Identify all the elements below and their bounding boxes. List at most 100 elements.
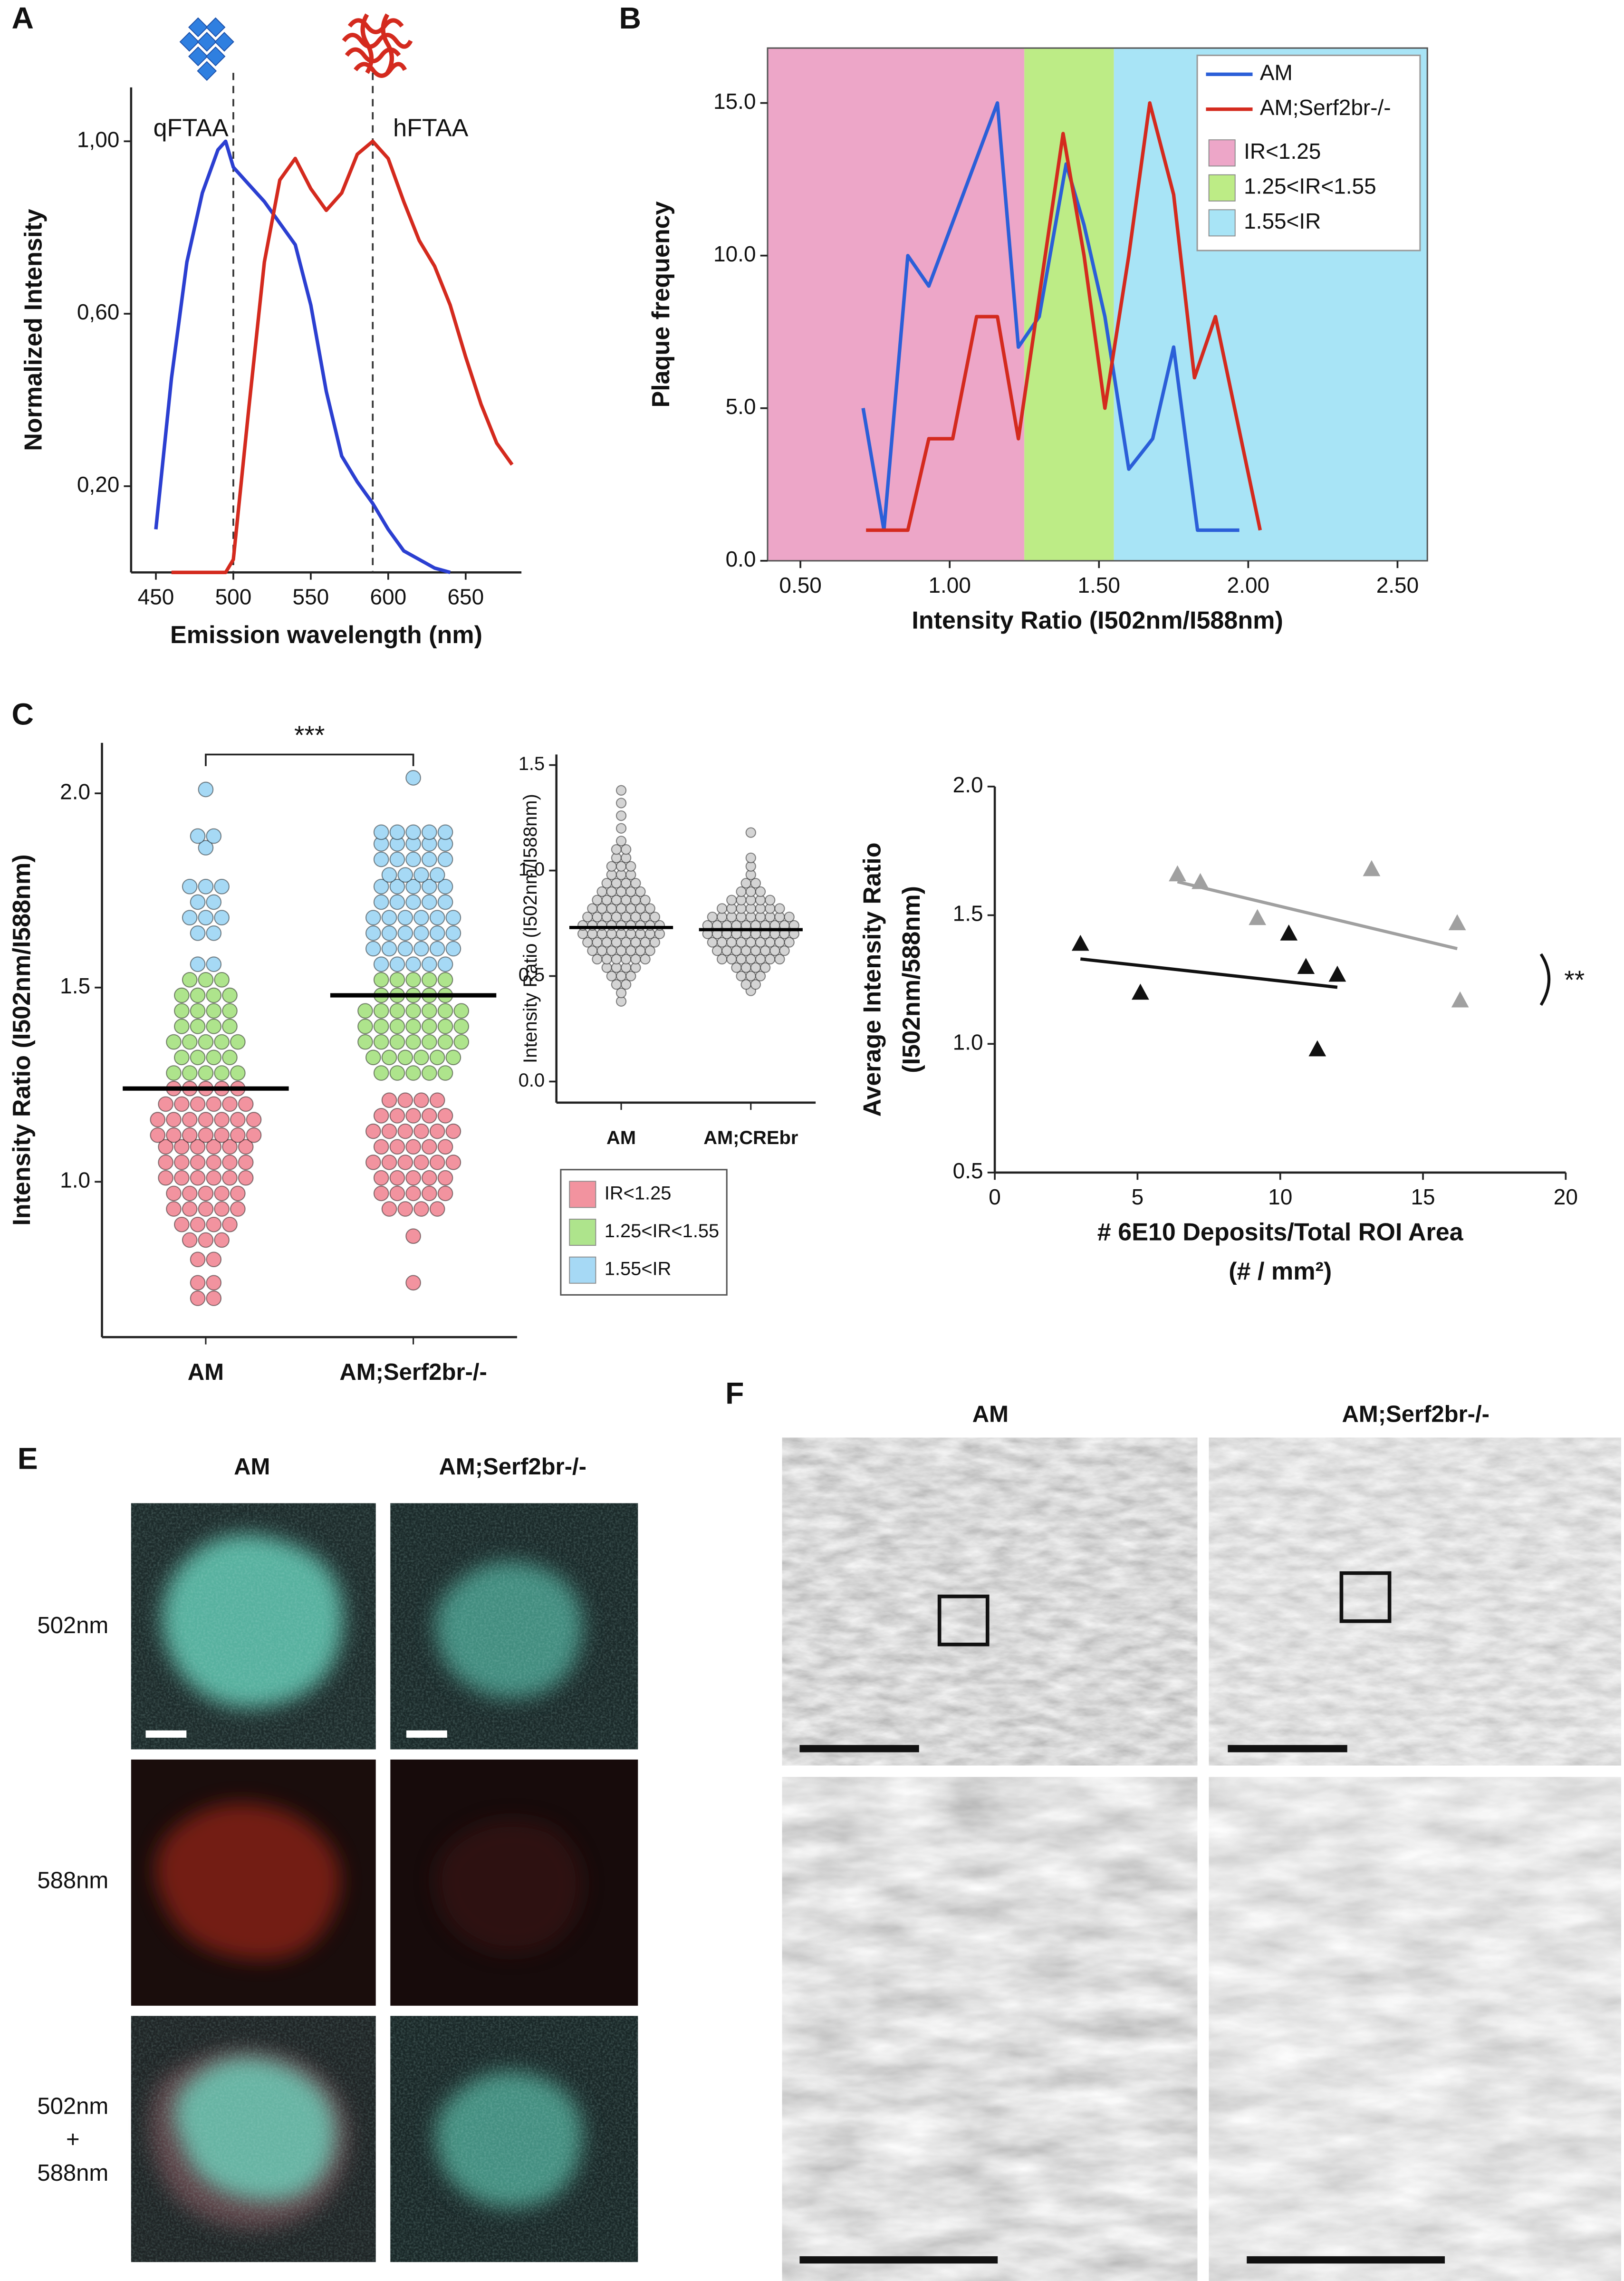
y-axis-label: (I502nm/588nm): [898, 886, 925, 1073]
dot: [437, 1185, 453, 1202]
dot: [615, 798, 627, 808]
dot: [214, 1201, 230, 1217]
dot: [405, 1139, 421, 1155]
dot: [182, 1112, 198, 1127]
zoom-box: [937, 1594, 990, 1646]
dot: [453, 1034, 470, 1050]
dot: [397, 867, 413, 883]
panel-label: B: [619, 1, 641, 35]
legend-label: IR<1.25: [605, 1183, 672, 1203]
dot: [365, 1049, 381, 1066]
scale-bar: [1247, 2256, 1445, 2264]
dot: [625, 971, 636, 982]
dot: [445, 1049, 461, 1066]
dot: [190, 1216, 206, 1232]
dot: [190, 1290, 206, 1306]
dot: [397, 1092, 413, 1108]
dot: [190, 1019, 206, 1034]
y-tick-label: 0.0: [726, 547, 756, 571]
row-label: 588nm: [37, 2160, 108, 2186]
dot: [429, 1092, 445, 1108]
dot: [373, 1019, 389, 1034]
dot: [437, 956, 453, 972]
dot: [182, 1185, 198, 1202]
dot: [198, 878, 214, 895]
y-tick-label: 10.0: [713, 241, 756, 266]
legend-swatch: [1208, 139, 1236, 167]
dot: [397, 925, 413, 941]
dot: [206, 925, 222, 941]
dot: [389, 824, 405, 840]
dot: [166, 1034, 182, 1050]
dot: [214, 1232, 230, 1248]
y-axis-label: Plaque frequency: [647, 201, 675, 407]
dot: [413, 1092, 429, 1108]
dot: [190, 987, 206, 1003]
dot: [405, 1185, 421, 1202]
y-tick-label: 1.0: [953, 1030, 983, 1054]
dot: [365, 941, 381, 957]
x-tick-label: AM: [606, 1127, 636, 1148]
series-label: qFTAA: [154, 115, 229, 142]
dot: [405, 1108, 421, 1124]
dot: [445, 925, 461, 941]
y-tick-label: 2.0: [60, 779, 90, 804]
y-tick-label: 0.0: [519, 1070, 545, 1091]
dot: [206, 1216, 222, 1232]
dot: [214, 878, 230, 895]
dot: [615, 987, 627, 999]
dot: [649, 912, 661, 923]
dot: [222, 1216, 238, 1232]
dot: [405, 956, 421, 972]
row-label: 502nm: [37, 2093, 108, 2119]
dot: [373, 956, 389, 972]
dot: [381, 910, 397, 926]
dot: [190, 1170, 206, 1186]
row-label: 502nm: [37, 1613, 108, 1638]
dot: [182, 910, 198, 926]
line-series: [171, 139, 514, 575]
dot: [745, 852, 756, 864]
dot: [190, 925, 206, 941]
dot: [389, 851, 405, 867]
legend-label: AM: [1260, 60, 1293, 85]
column-label: AM: [972, 1402, 1009, 1427]
dot: [198, 1112, 214, 1127]
x-tick-label: 600: [370, 585, 407, 609]
dot: [389, 1019, 405, 1034]
dot: [206, 1251, 222, 1268]
dot: [389, 1034, 405, 1050]
dot: [214, 1185, 230, 1202]
dot: [173, 1170, 190, 1186]
dot: [206, 1275, 222, 1291]
dot: [158, 1155, 174, 1170]
dot: [755, 953, 766, 965]
legend-label: 1.25<IR<1.55: [605, 1221, 719, 1242]
dot: [437, 1065, 453, 1081]
dot: [158, 1139, 174, 1155]
y-tick-label: 1,00: [77, 127, 119, 152]
dot: [644, 903, 655, 914]
dot: [635, 886, 646, 897]
dot: [214, 1065, 230, 1081]
panel-label: F: [725, 1376, 744, 1410]
dot: [405, 824, 421, 840]
dot: [198, 1127, 214, 1143]
column-label: AM: [234, 1454, 270, 1480]
x-tick-label: 650: [447, 585, 484, 609]
dot: [365, 1123, 381, 1139]
dot: [365, 925, 381, 941]
dot: [230, 1201, 246, 1217]
dot: [421, 851, 437, 867]
panel-e: E AM AM;Serf2br-/- 502nm 588nm 502nm + 5…: [18, 1442, 638, 2262]
dot: [726, 895, 737, 905]
dot: [421, 1019, 437, 1034]
y-tick-label: 1.5: [519, 753, 545, 774]
dot: [238, 1170, 254, 1186]
dot: [166, 1065, 182, 1081]
y-axis-label: Intensity Ratio (I502nm/I588nm): [8, 854, 36, 1225]
dot: [421, 878, 437, 895]
dot: [437, 851, 453, 867]
dot: [222, 1049, 238, 1066]
dot: [190, 1049, 206, 1066]
